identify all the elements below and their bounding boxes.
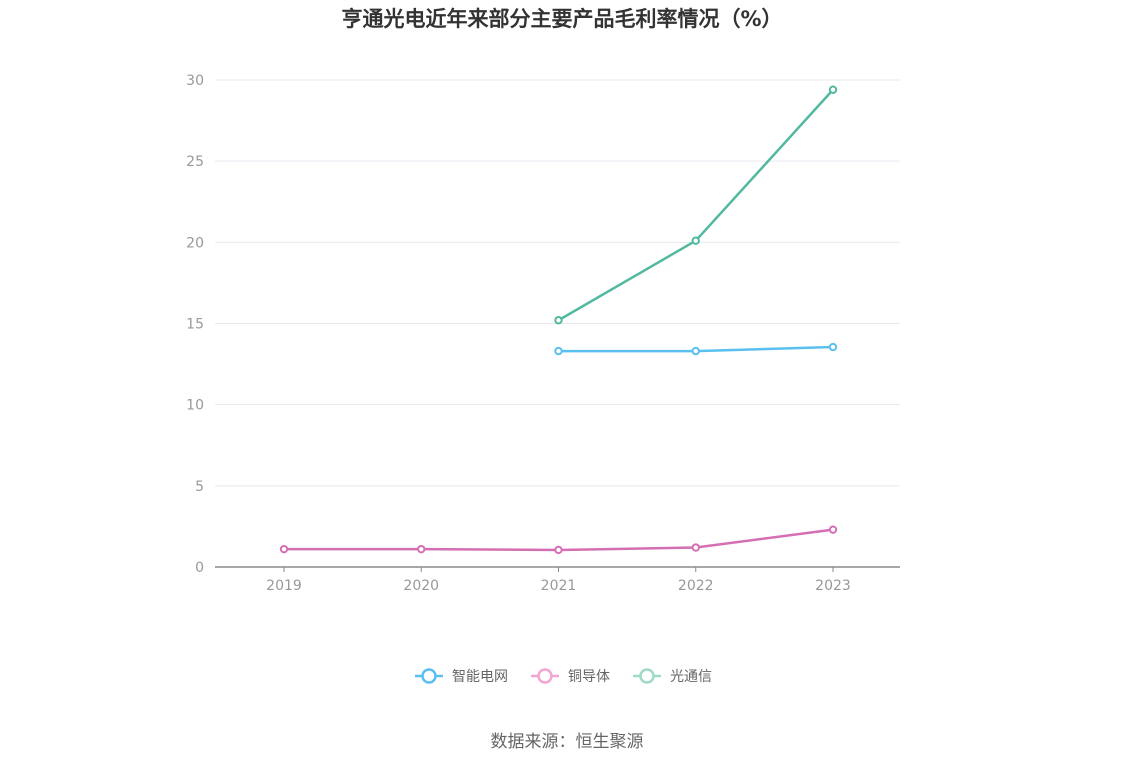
- chart-title: 亨通光电近年来部分主要产品毛利率情况（%）: [341, 7, 782, 31]
- series-layer: [279, 85, 838, 555]
- data-point[interactable]: [691, 543, 700, 552]
- axes: 0 5 10 15 20 25 30 2019 2020 2021 2022 2023: [186, 73, 900, 594]
- legend-item[interactable]: 光通信: [633, 668, 712, 685]
- y-tick-label: 10: [186, 398, 204, 414]
- y-tick-label: 5: [195, 479, 204, 495]
- series-3: [554, 85, 838, 325]
- data-point[interactable]: [691, 236, 700, 245]
- x-tick-label: 2023: [815, 578, 851, 594]
- series-line: [557, 88, 835, 322]
- legend-item[interactable]: 智能电网: [415, 668, 508, 685]
- y-tick-label: 0: [195, 560, 204, 576]
- grid: [215, 79, 900, 487]
- legend-label: 铜导体: [568, 669, 610, 685]
- data-point[interactable]: [417, 544, 426, 554]
- y-tick-label: 30: [186, 73, 204, 89]
- y-tick-label: 15: [186, 317, 204, 333]
- legend-circle-marker: [421, 668, 437, 684]
- data-point[interactable]: [691, 346, 700, 356]
- data-point[interactable]: [828, 85, 838, 94]
- data-point[interactable]: [279, 544, 289, 554]
- legend[interactable]: 智能电网 铜导体 光通信: [415, 668, 712, 685]
- legend-label: 智能电网: [452, 669, 508, 685]
- legend-circle-marker: [537, 668, 553, 684]
- series-2: [279, 525, 838, 555]
- data-source-note: 数据来源：恒生聚源: [491, 732, 644, 752]
- y-tick-label: 20: [186, 235, 204, 251]
- data-point[interactable]: [554, 316, 563, 325]
- legend-item[interactable]: 铜导体: [531, 668, 610, 685]
- data-point[interactable]: [828, 342, 838, 352]
- series-1: [554, 342, 838, 356]
- x-tick-label: 2019: [266, 578, 302, 594]
- data-point[interactable]: [828, 525, 838, 534]
- data-point[interactable]: [554, 346, 563, 356]
- legend-circle-marker: [639, 668, 655, 684]
- x-tick-label: 2021: [541, 578, 577, 594]
- x-tick-label: 2020: [403, 578, 439, 594]
- y-tick-label: 25: [186, 154, 204, 170]
- legend-label: 光通信: [670, 669, 712, 685]
- x-tick-label: 2022: [678, 578, 714, 594]
- data-point[interactable]: [554, 545, 563, 555]
